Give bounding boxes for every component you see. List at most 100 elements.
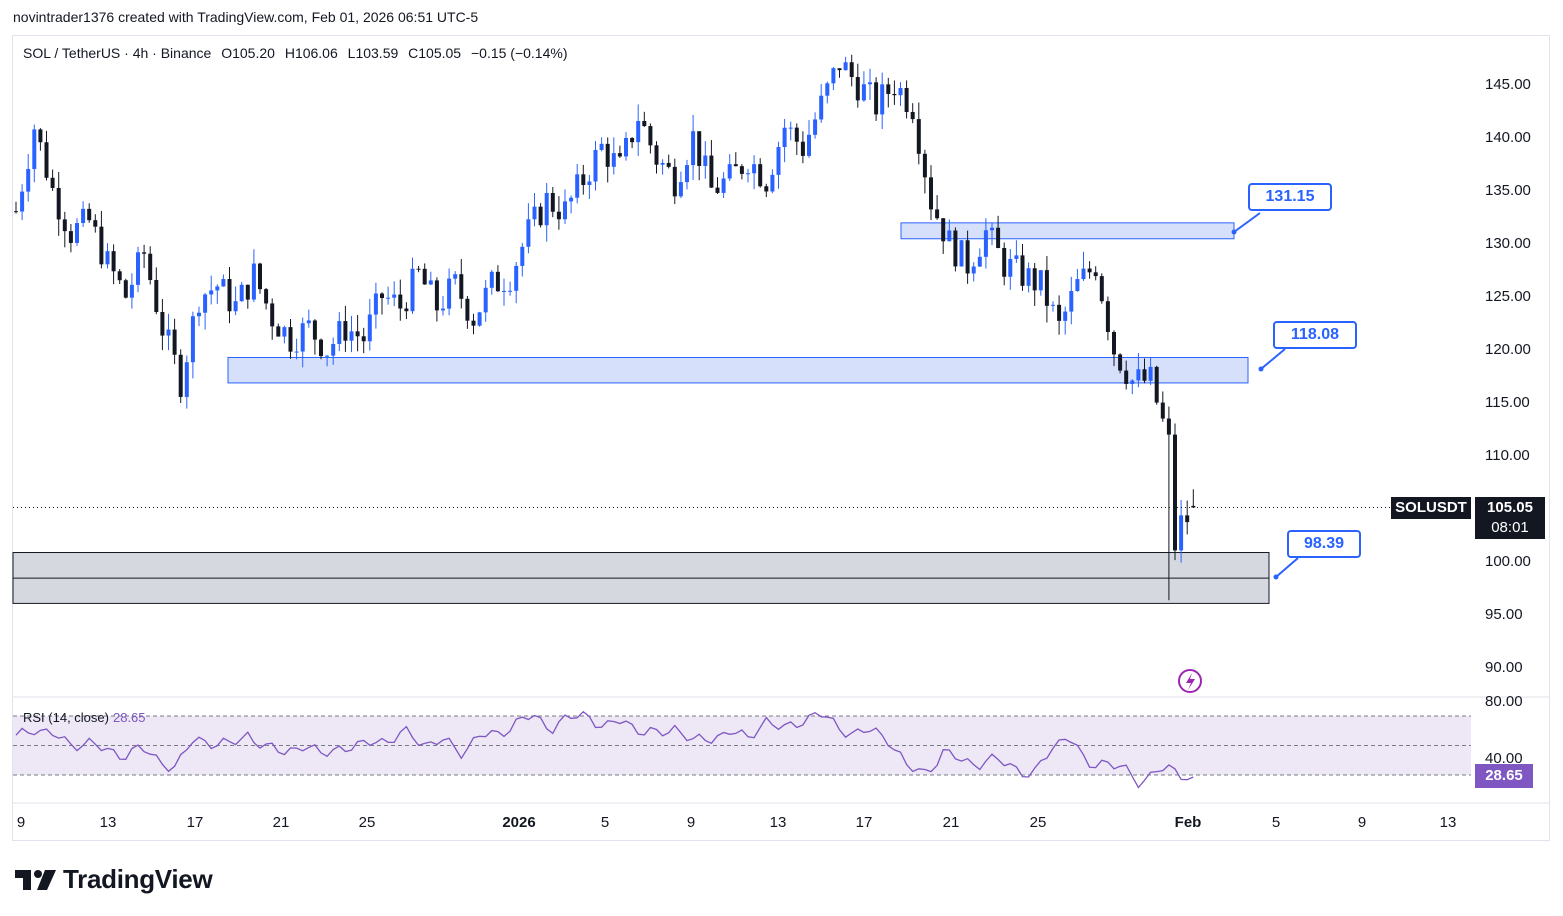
axis-layer: 145.00 140.00 135.00 130.00 125.00 120.00 115.… [13,76,1549,831]
candle-body [312,320,317,340]
candle-body [197,312,201,317]
candle-body [874,82,879,115]
candle-body [495,271,500,292]
candle-body [855,77,860,101]
callout-pointer [1260,348,1286,370]
candle-body [184,362,189,397]
candle-body [1118,354,1123,371]
candle-body [1130,380,1135,384]
candle-body [1002,247,1007,277]
candle-body [544,193,549,226]
candle-body [886,84,891,94]
rsi-value: 28.65 [112,710,146,725]
candle-body [800,141,805,156]
candle-body [392,294,397,298]
candle-body [1112,332,1116,355]
candle-body [87,208,92,221]
candle-body [264,289,269,304]
overlay-layer [13,212,1390,693]
candle-body [703,155,708,166]
candle-body [398,294,403,309]
rsi-axis-80: 80.00 [1485,693,1523,710]
candles-layer [14,54,1196,601]
candle-body [837,68,842,71]
candle-body [739,166,744,174]
candle-body [898,88,903,96]
candle-body [142,252,147,254]
candle-body [1191,505,1196,508]
candle-body [1093,272,1098,277]
candle-body [983,230,988,257]
candle-body [233,301,238,312]
candle-body [75,223,79,243]
candle-body [697,131,702,166]
candle-body [148,253,153,281]
chart-frame [12,35,1550,841]
candle-body [300,323,305,352]
callout-98[interactable]: 98.39 [1287,530,1361,558]
candle-body [977,256,982,267]
candle-body [203,294,208,313]
candle-body [32,129,37,169]
candle-body [849,62,854,78]
candle-body [892,93,897,96]
candle-body [1105,301,1110,333]
candle-body [447,278,452,309]
candle-body [428,280,433,285]
candle-body [715,187,720,193]
tradingview-logo[interactable]: TradingView [15,864,213,895]
candle-body [99,226,104,265]
candle-body [1154,366,1159,403]
callout-pointer [1233,212,1261,233]
candle-body [50,177,55,188]
candle-body [1014,255,1019,259]
candle-body [117,271,122,281]
candle-body [471,320,476,326]
candle-body [386,297,391,299]
ohlc-close: C105.05 [408,45,462,61]
price-tick-label: 130.00 [1485,235,1531,252]
candle-body [825,83,830,96]
candle-body [831,68,836,84]
candle-body [556,211,561,220]
candle-body [1069,291,1074,312]
candle-body [465,298,470,321]
candle-body [520,246,525,266]
candle-body [678,182,683,197]
candle-body [880,84,885,115]
candle-body [1044,270,1049,306]
price-tick-label: 95.00 [1485,606,1523,623]
lightning-bolt [1186,673,1195,690]
last-price-badge: 105.05 [1475,497,1545,519]
candle-body [538,206,543,226]
candle-body [81,208,86,224]
candle-body [1124,370,1129,384]
rsi-label[interactable]: RSI (14, close) 28.65 [23,710,146,725]
candle-body [648,126,653,146]
candle-body [709,155,714,188]
time-tick-label: 9 [1358,814,1366,831]
candle-body [691,131,696,166]
time-tick-label: 13 [1440,814,1457,831]
candle-body [14,211,18,213]
candle-body [337,321,342,344]
candle-body [990,227,994,231]
candle-body [453,274,458,279]
candle-body [654,145,659,165]
candle-body [56,187,61,220]
candle-body [190,316,195,363]
callout-131[interactable]: 131.15 [1248,183,1332,211]
callout-118[interactable]: 118.08 [1273,321,1357,349]
candle-body [221,279,226,287]
time-tick-label: 13 [100,814,117,831]
candle-body [868,82,872,85]
candle-body [154,280,159,312]
price-tick-label: 120.00 [1485,341,1531,358]
candle-body [288,327,293,352]
candle-body [276,326,281,337]
candle-body [166,329,171,336]
symbol-pair[interactable]: SOL / TetherUS · 4h · Binance [23,45,212,61]
candle-body [910,111,915,120]
rsi-line [15,710,1194,789]
